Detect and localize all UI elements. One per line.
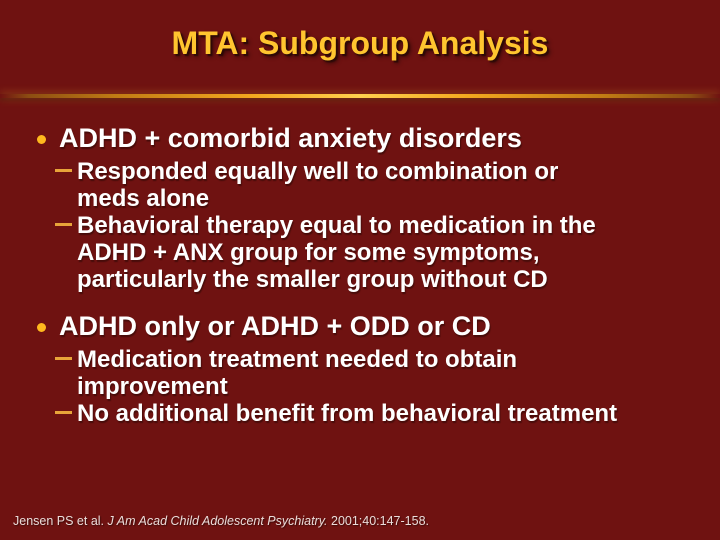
slide-title: MTA: Subgroup Analysis	[171, 25, 549, 61]
dash-marker-icon	[55, 411, 72, 414]
sub-bullet-item: No additional benefit from behavioral tr…	[55, 400, 690, 427]
bullet-dot-icon	[37, 323, 46, 332]
sub-bullet-text: Responded equally well to combination or…	[77, 158, 558, 212]
sub-bullet-line: Responded equally well to combination or	[77, 158, 559, 185]
sub-bullet-text: Behavioral therapy equal to medication i…	[77, 212, 596, 293]
sub-bullet-line: Medication treatment needed to obtain	[77, 346, 518, 373]
bullet-dot-icon	[37, 135, 46, 144]
title-divider-line	[0, 94, 720, 98]
bullet-text: ADHD + comorbid anxiety disorders	[59, 123, 522, 153]
sub-bullet-item: Responded equally well to combination or…	[55, 158, 690, 212]
bullet-group-adhd-only: ADHD only or ADHD + ODD or CD Medication…	[36, 310, 690, 427]
sub-bullet-text: No additional benefit from behavioral tr…	[77, 400, 617, 427]
bullet-text: ADHD only or ADHD + ODD or CD	[59, 311, 491, 341]
sub-bullet-line: improvement	[77, 373, 228, 400]
dash-marker-icon	[55, 357, 72, 360]
citation-journal: J Am Acad Child Adolescent Psychiatry.	[107, 514, 328, 528]
sub-bullet-line: meds alone	[77, 185, 210, 212]
sub-bullet-text: Medication treatment needed to obtain im…	[77, 346, 517, 400]
sub-bullet-item: Behavioral therapy equal to medication i…	[55, 212, 690, 293]
source-citation: Jensen PS et al. J Am Acad Child Adolesc…	[13, 514, 429, 528]
sub-bullet-line: ADHD + ANX group for some symptoms,	[77, 239, 540, 266]
citation-volume-pages: 2001;40:147-158.	[327, 514, 429, 528]
bullet-item: ADHD + comorbid anxiety disorders	[36, 122, 690, 155]
sub-bullet-item: Medication treatment needed to obtain im…	[55, 346, 690, 400]
dash-marker-icon	[55, 169, 72, 172]
slide-body: ADHD + comorbid anxiety disorders Respon…	[36, 122, 690, 427]
citation-authors: Jensen PS et al.	[13, 514, 108, 528]
dash-marker-icon	[55, 223, 72, 226]
sub-bullet-line: No additional benefit from behavioral tr…	[77, 400, 618, 427]
sub-bullet-line: Behavioral therapy equal to medication i…	[77, 212, 596, 239]
sub-bullet-line: particularly the smaller group without C…	[77, 266, 548, 293]
bullet-item: ADHD only or ADHD + ODD or CD	[36, 310, 690, 343]
bullet-group-anxiety: ADHD + comorbid anxiety disorders Respon…	[36, 122, 690, 293]
